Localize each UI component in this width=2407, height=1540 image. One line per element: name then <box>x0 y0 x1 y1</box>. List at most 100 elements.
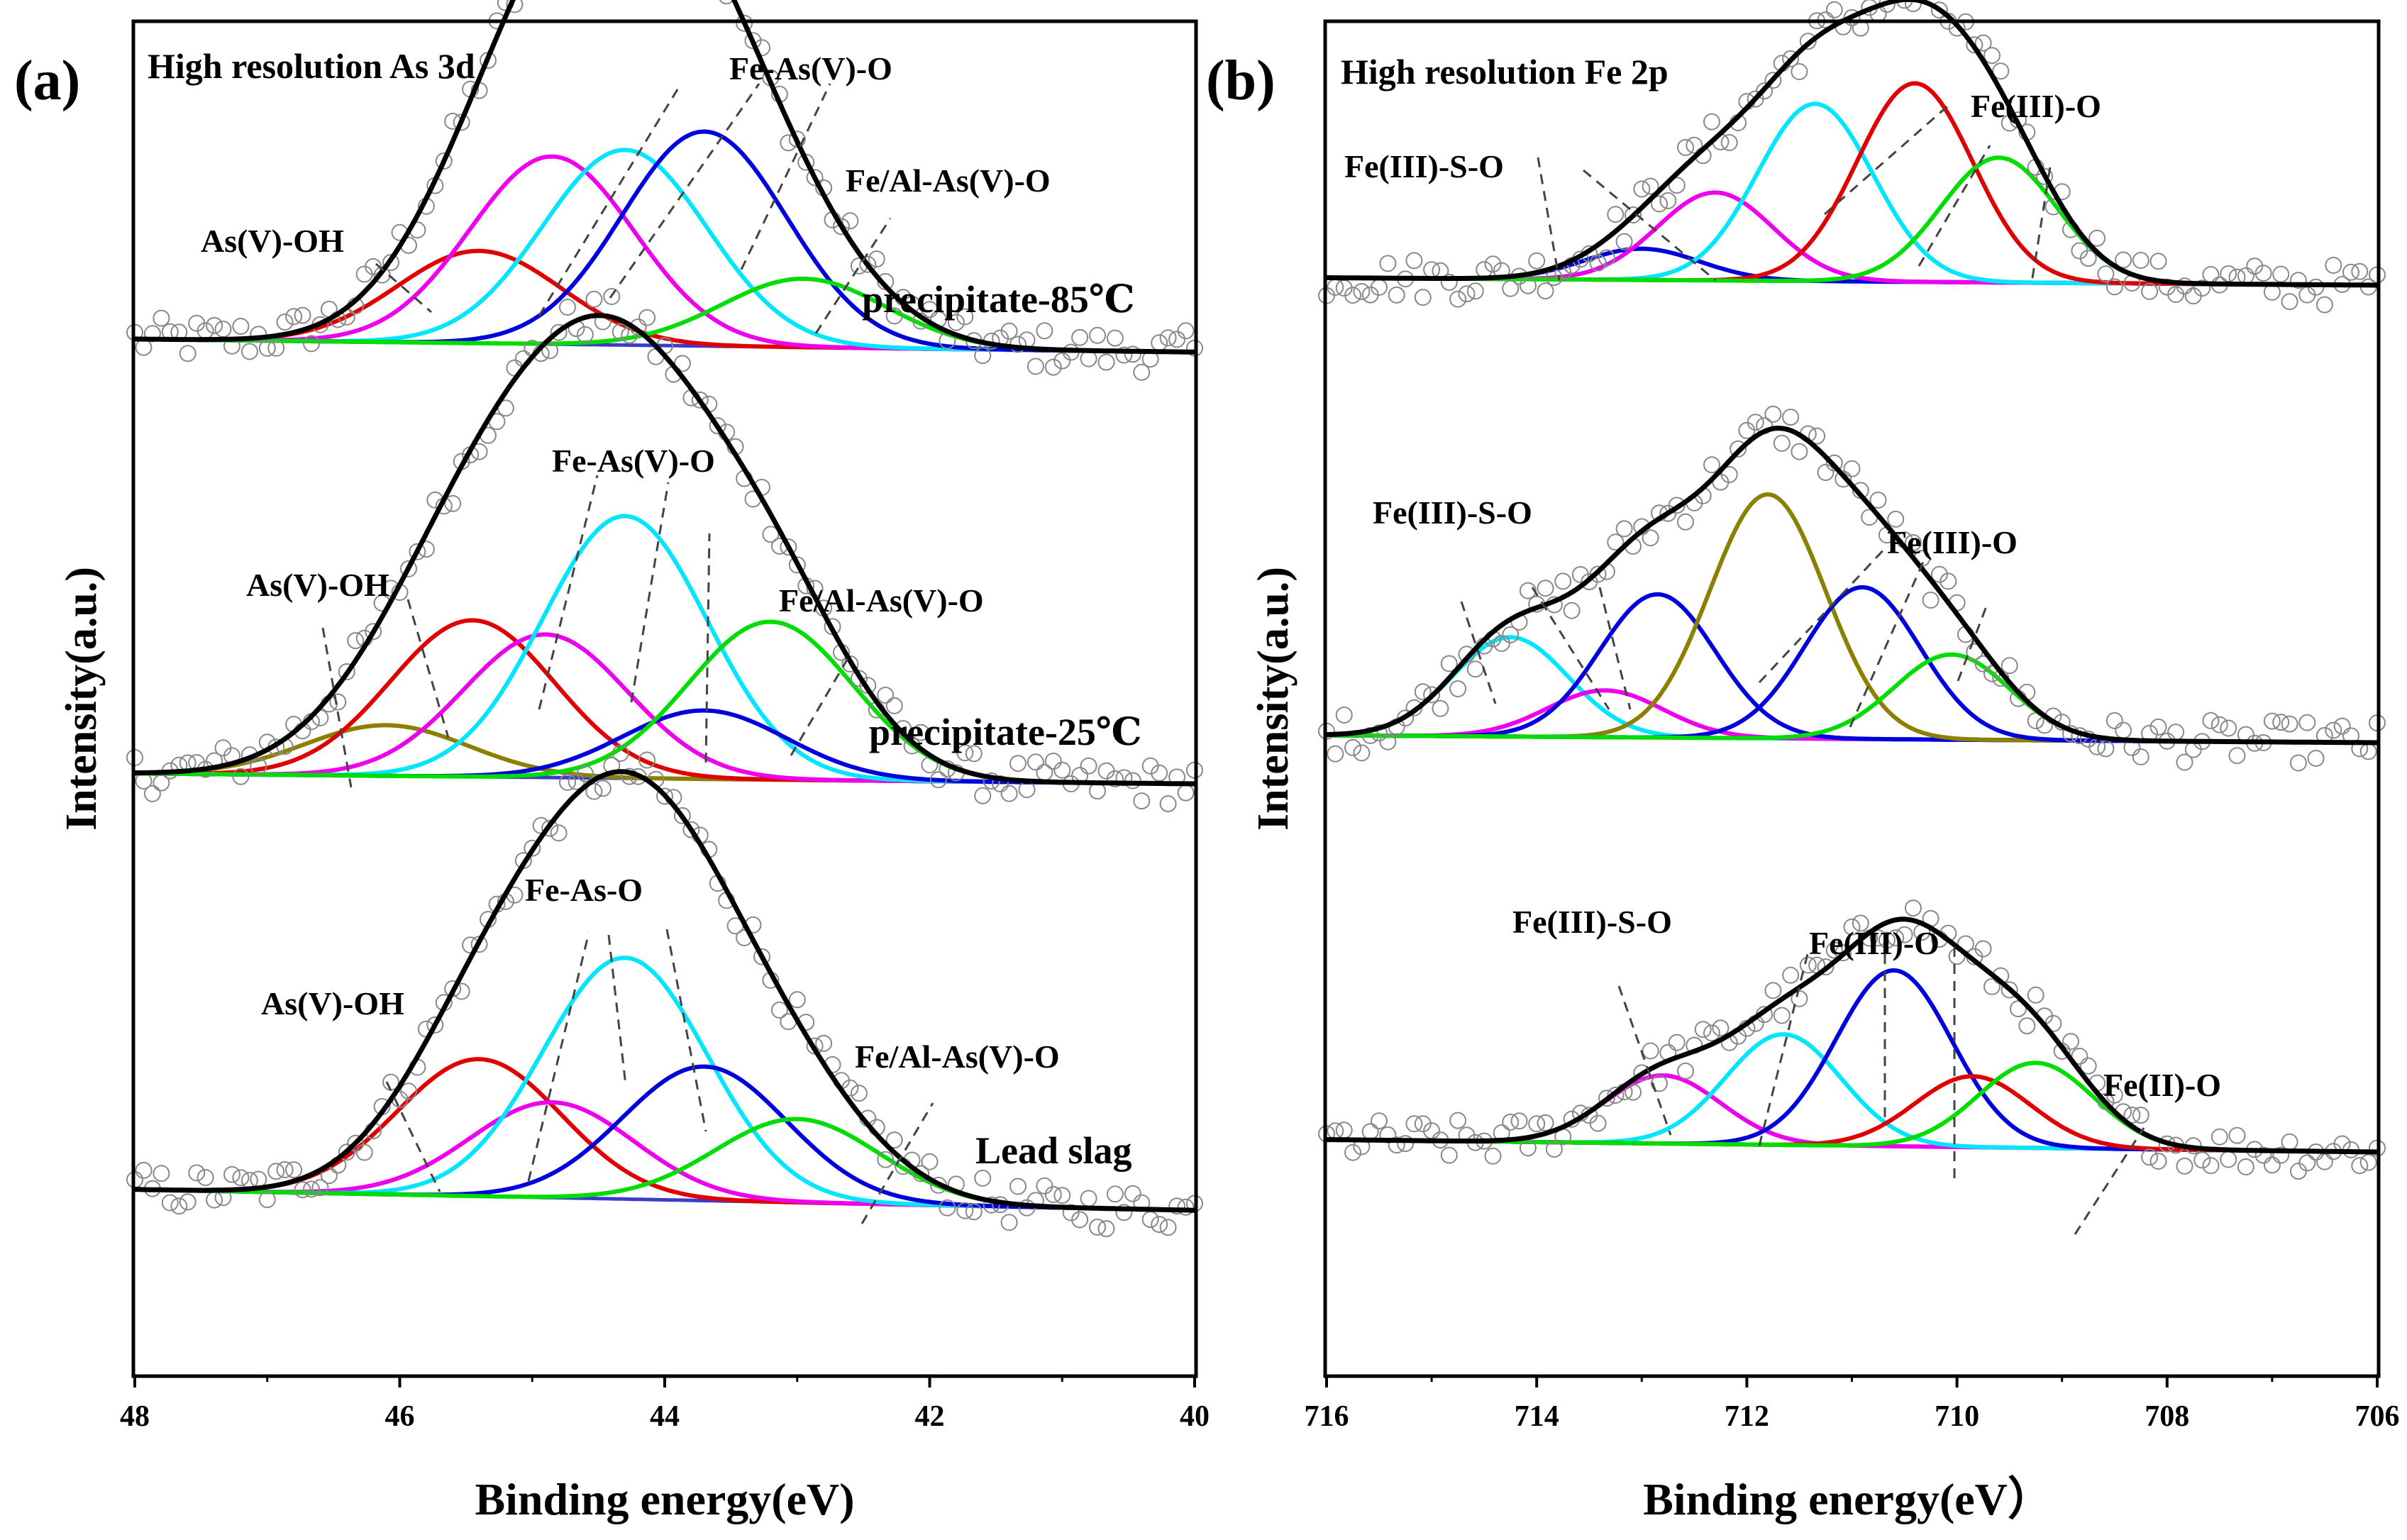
data-point <box>1009 755 1027 772</box>
data-point <box>1151 334 1168 352</box>
panel-a-title: High resolution As 3d <box>148 46 475 86</box>
x-tick-label: 710 <box>1935 1400 1979 1433</box>
data-point <box>153 1165 170 1182</box>
fit-envelope <box>134 313 1195 787</box>
data-point <box>1440 1146 1458 1164</box>
data-point <box>1062 1204 1080 1222</box>
peak-label: As(V)-OH <box>201 223 344 259</box>
data-point <box>2193 1151 2211 1169</box>
data-point <box>2333 717 2351 735</box>
data-point <box>1502 279 1520 297</box>
data-point <box>197 1169 214 1186</box>
data-point <box>1677 138 1694 156</box>
data-point <box>788 991 806 1009</box>
data-point <box>1159 329 1177 347</box>
data-point <box>2097 1092 2115 1110</box>
panel-b-y-axis-label: Intensity(a.u.) <box>1249 567 1297 831</box>
data-point <box>585 290 603 308</box>
x-tick-label: 712 <box>1725 1400 1769 1433</box>
data-point <box>1344 287 1361 304</box>
data-point <box>1036 1177 1053 1195</box>
data-point <box>2123 1107 2141 1124</box>
data-point <box>1405 252 1423 270</box>
data-point <box>1335 1121 1353 1139</box>
data-point <box>965 1203 983 1221</box>
data-point <box>719 0 734 5</box>
data-point <box>974 347 992 365</box>
data-point <box>1440 273 1458 291</box>
data-point <box>1080 1190 1097 1207</box>
data-point <box>1545 1141 1563 1158</box>
data-point <box>444 494 462 512</box>
sample-label: precipitate-85℃ <box>862 278 1135 321</box>
data-point <box>1625 1083 1642 1101</box>
data-point <box>1887 510 1905 528</box>
data-point <box>1379 255 1397 272</box>
panel-a-x-axis: 48 46 44 42 40 <box>120 1375 1210 1433</box>
data-point <box>1904 0 1922 13</box>
data-point <box>2027 986 2044 1004</box>
data-point <box>1677 513 1694 531</box>
data-point <box>347 1134 365 1152</box>
data-point <box>656 787 673 805</box>
data-point <box>992 775 1009 792</box>
data-point <box>1607 1087 1625 1104</box>
data-point <box>2106 1086 2123 1104</box>
data-point <box>1974 34 1992 52</box>
data-point <box>1930 1 1948 19</box>
data-point <box>2176 1157 2193 1175</box>
fit-envelope <box>1326 916 2378 1155</box>
data-point <box>285 1161 303 1179</box>
data-point <box>912 724 930 741</box>
leader-line <box>538 83 682 316</box>
data-point <box>1589 1114 1607 1132</box>
data-point <box>2263 1156 2281 1174</box>
data-point <box>1825 454 1843 472</box>
data-point <box>1615 520 1633 538</box>
data-point <box>1027 753 1044 771</box>
data-point <box>1887 929 1905 947</box>
data-point <box>1983 47 2001 65</box>
data-point <box>250 326 267 343</box>
data-point <box>1089 1218 1106 1236</box>
data-point <box>2141 282 2159 300</box>
fit-envelope <box>1327 0 2377 288</box>
data-point <box>709 417 726 435</box>
data-point <box>1124 772 1141 790</box>
data-point <box>983 1196 1000 1214</box>
data-point <box>1668 177 1686 194</box>
data-point <box>1080 350 1097 367</box>
data-point <box>2220 1151 2237 1168</box>
data-point <box>1000 1214 1018 1231</box>
data-point <box>2359 1153 2377 1171</box>
data-point <box>885 1131 903 1149</box>
data-point <box>921 301 939 318</box>
data-point <box>2351 1157 2369 1175</box>
data-point <box>1589 254 1607 272</box>
data-point <box>877 1151 895 1168</box>
data-point <box>347 632 365 650</box>
data-point <box>232 1169 250 1187</box>
data-point <box>1730 440 1747 458</box>
data-point <box>2325 257 2342 274</box>
data-point <box>1773 434 1791 452</box>
peak-label: As(V)-OH <box>261 985 404 1021</box>
fit-envelope <box>134 769 1195 1213</box>
data-point <box>1537 1114 1554 1131</box>
data-point <box>267 1163 285 1180</box>
x-tick-label: 44 <box>650 1400 680 1433</box>
data-point <box>1397 709 1415 727</box>
data-point <box>1756 82 1774 100</box>
data-point <box>1335 707 1353 724</box>
data-point <box>929 771 947 789</box>
data-point <box>2141 1148 2159 1166</box>
data-point <box>1720 134 1738 151</box>
data-point <box>1764 982 1782 999</box>
data-point <box>1869 929 1887 947</box>
data-point <box>1124 345 1141 363</box>
spectrum-2 <box>1318 405 2386 772</box>
leader-line <box>609 83 760 299</box>
data-point <box>338 663 355 680</box>
data-point <box>1703 1024 1720 1042</box>
data-point <box>2315 296 2333 314</box>
